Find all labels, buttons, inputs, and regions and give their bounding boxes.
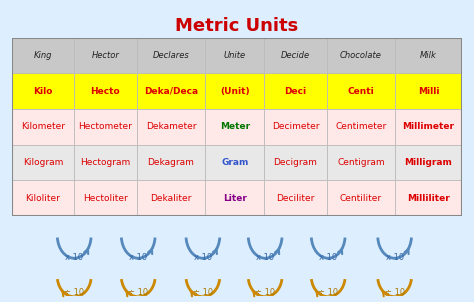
Text: Declares: Declares <box>153 51 190 60</box>
Text: Milligram: Milligram <box>404 158 452 167</box>
Text: Centimeter: Centimeter <box>335 122 386 131</box>
Text: Hectometer: Hectometer <box>79 122 132 131</box>
Bar <box>205 38 264 73</box>
Bar <box>264 38 327 73</box>
Text: ÷ 10: ÷ 10 <box>318 288 338 297</box>
Text: Kilo: Kilo <box>33 87 53 96</box>
Bar <box>394 73 462 109</box>
Text: Milli: Milli <box>418 87 439 96</box>
Text: Decide: Decide <box>281 51 310 60</box>
Bar <box>137 145 205 180</box>
Bar <box>137 38 205 73</box>
Text: Hecto: Hecto <box>91 87 120 96</box>
Bar <box>205 180 264 216</box>
Text: Centigram: Centigram <box>337 158 384 167</box>
Bar <box>264 180 327 216</box>
Text: Kiloliter: Kiloliter <box>26 194 61 203</box>
Bar <box>74 145 137 180</box>
Text: (Unit): (Unit) <box>220 87 249 96</box>
Text: x 10: x 10 <box>385 253 404 262</box>
Bar <box>137 109 205 145</box>
Text: Deciliter: Deciliter <box>276 194 315 203</box>
Text: ÷ 10: ÷ 10 <box>128 288 148 297</box>
Bar <box>327 73 394 109</box>
Text: Meter: Meter <box>219 122 250 131</box>
Bar <box>137 180 205 216</box>
Text: Hectoliter: Hectoliter <box>83 194 128 203</box>
Text: Hectogram: Hectogram <box>80 158 130 167</box>
Text: Kilogram: Kilogram <box>23 158 63 167</box>
Bar <box>327 109 394 145</box>
Bar <box>394 180 462 216</box>
Bar <box>137 73 205 109</box>
Text: x 10: x 10 <box>129 253 147 262</box>
Bar <box>264 109 327 145</box>
Text: Dekameter: Dekameter <box>146 122 196 131</box>
Text: x 10: x 10 <box>194 253 212 262</box>
Bar <box>327 145 394 180</box>
Text: ÷ 10: ÷ 10 <box>384 288 405 297</box>
Text: Deci: Deci <box>284 87 307 96</box>
Text: ÷ 10: ÷ 10 <box>193 288 213 297</box>
Text: Liter: Liter <box>223 194 246 203</box>
Bar <box>264 145 327 180</box>
Text: King: King <box>34 51 52 60</box>
Bar <box>327 38 394 73</box>
Text: Dekaliter: Dekaliter <box>150 194 191 203</box>
Bar <box>205 73 264 109</box>
Text: Metric Units: Metric Units <box>175 17 299 35</box>
Bar <box>12 145 74 180</box>
Text: Centiliter: Centiliter <box>340 194 382 203</box>
Text: Centi: Centi <box>347 87 374 96</box>
Text: x 10: x 10 <box>65 253 83 262</box>
Bar <box>205 145 264 180</box>
Text: Deka/Deca: Deka/Deca <box>144 87 198 96</box>
Bar <box>264 73 327 109</box>
Text: Decimeter: Decimeter <box>272 122 319 131</box>
Bar <box>394 109 462 145</box>
Text: Dekagram: Dekagram <box>147 158 194 167</box>
Bar <box>12 180 74 216</box>
Text: x 10: x 10 <box>256 253 274 262</box>
Text: Decigram: Decigram <box>273 158 318 167</box>
Bar <box>12 73 74 109</box>
Bar <box>205 109 264 145</box>
Bar <box>12 109 74 145</box>
Text: Kilometer: Kilometer <box>21 122 65 131</box>
Bar <box>74 180 137 216</box>
Text: Chocolate: Chocolate <box>340 51 382 60</box>
Text: ÷ 10: ÷ 10 <box>64 288 84 297</box>
Text: Unite: Unite <box>224 51 246 60</box>
Bar <box>12 38 74 73</box>
Text: Hector: Hector <box>91 51 119 60</box>
Text: Milliliter: Milliliter <box>407 194 450 203</box>
Text: x 10: x 10 <box>319 253 337 262</box>
Bar <box>74 73 137 109</box>
Bar <box>394 145 462 180</box>
Text: Gram: Gram <box>221 158 248 167</box>
Bar <box>74 109 137 145</box>
Bar <box>327 180 394 216</box>
Text: Milk: Milk <box>420 51 437 60</box>
Bar <box>74 38 137 73</box>
Text: ÷ 10: ÷ 10 <box>255 288 275 297</box>
Text: Millimeter: Millimeter <box>402 122 455 131</box>
Bar <box>394 38 462 73</box>
